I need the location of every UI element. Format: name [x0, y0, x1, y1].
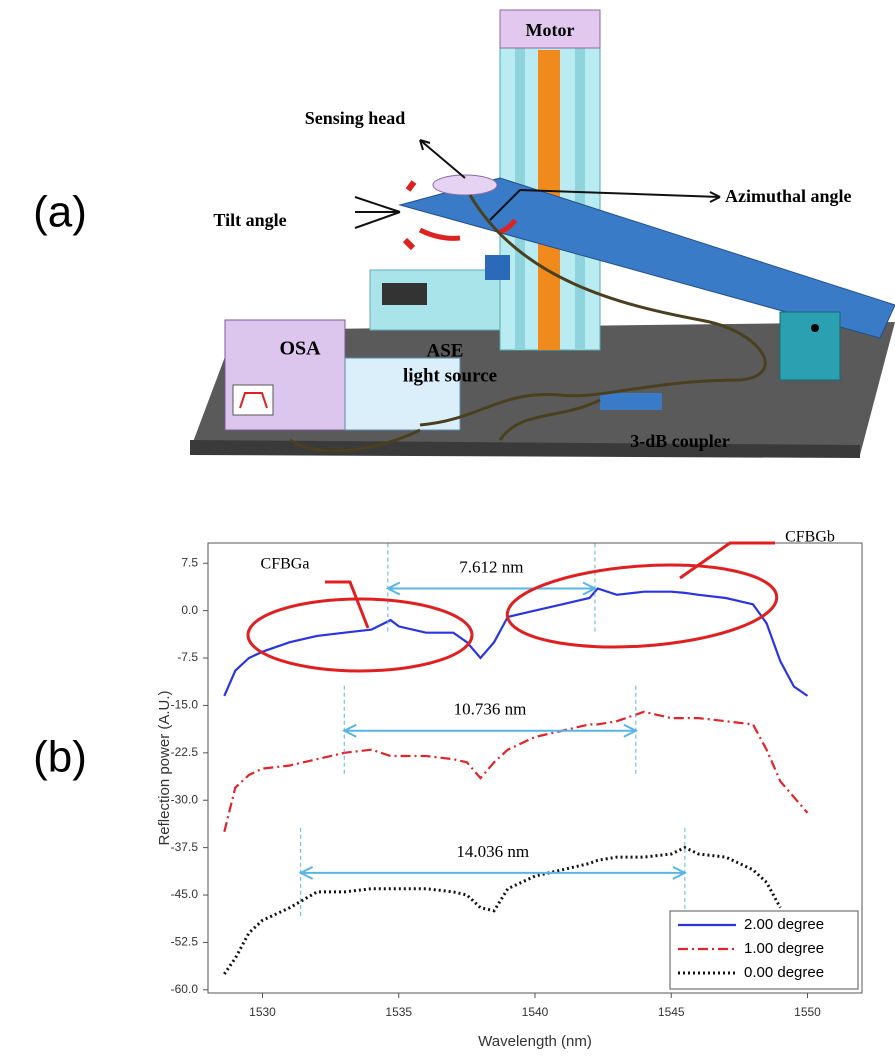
- panel-label: (b): [33, 733, 87, 782]
- figure: (a) Motor Sensing head Azimuthal angle T…: [0, 0, 895, 1057]
- x-axis-label: Wavelength (nm): [478, 1033, 592, 1050]
- leader-line: [325, 582, 368, 628]
- x-tick-label: 1550: [794, 1005, 821, 1019]
- x-tick-label: 1545: [658, 1005, 685, 1019]
- label: Sensing head: [305, 108, 406, 128]
- legend-label: 0.00 degree: [744, 964, 824, 981]
- annotation: CFBGb: [785, 529, 835, 546]
- tilt-arrows: [355, 197, 400, 228]
- annotation: 14.036 nm: [456, 842, 529, 861]
- annotation: 10.736 nm: [454, 700, 527, 719]
- label: Azimuthal angle: [725, 186, 852, 206]
- legend-label: 1.00 degree: [744, 940, 824, 957]
- osa-screen: [233, 385, 273, 415]
- y-tick-label: 7.5: [181, 555, 198, 569]
- series-line: [224, 589, 807, 696]
- x-tick-label: 1530: [249, 1005, 276, 1019]
- tilt-mark: [405, 240, 413, 248]
- label: Tilt angle: [213, 210, 286, 230]
- y-tick-label: -22.5: [171, 745, 199, 759]
- tilt-mark: [408, 182, 414, 190]
- y-tick-label: -7.5: [177, 650, 198, 664]
- annotation: 7.612 nm: [459, 557, 523, 576]
- y-tick-label: -45.0: [171, 887, 199, 901]
- rotation-mark: [420, 230, 460, 238]
- x-tick-label: 1540: [522, 1005, 549, 1019]
- setup-diagram: (a) Motor Sensing head Azimuthal angle T…: [33, 10, 895, 458]
- beam-support: [485, 255, 510, 280]
- pivot: [811, 324, 819, 332]
- label: ASE: [427, 340, 464, 361]
- y-tick-label: -30.0: [171, 792, 199, 806]
- sensing-head-arrow: [420, 140, 465, 178]
- support-block: [780, 312, 840, 380]
- tower-rail: [575, 45, 585, 350]
- label: OSA: [279, 338, 321, 360]
- y-axis-label: Reflection power (A.U.): [156, 690, 173, 845]
- panel-label: (a): [33, 188, 87, 237]
- y-tick-label: -37.5: [171, 840, 199, 854]
- y-tick-label: -52.5: [171, 935, 199, 949]
- leader-line: [680, 543, 775, 578]
- highlight-ellipse: [505, 557, 780, 656]
- display: [382, 283, 427, 305]
- label: 3-dB coupler: [630, 431, 730, 451]
- y-tick-label: 0.0: [181, 603, 198, 617]
- annotation: CFBGa: [261, 556, 310, 573]
- y-tick-label: -60.0: [171, 982, 199, 996]
- label: light source: [403, 365, 497, 386]
- y-tick-label: -15.0: [171, 698, 199, 712]
- plot: 7.5 0.0 -7.5 -15.0 -22.5 -30.0 -37.5 -45.0 -52.5…: [171, 544, 858, 1020]
- coupler-box: [600, 393, 662, 410]
- x-tick-label: 1535: [385, 1005, 412, 1019]
- label: Motor: [526, 20, 575, 40]
- legend-label: 2.00 degree: [744, 916, 824, 933]
